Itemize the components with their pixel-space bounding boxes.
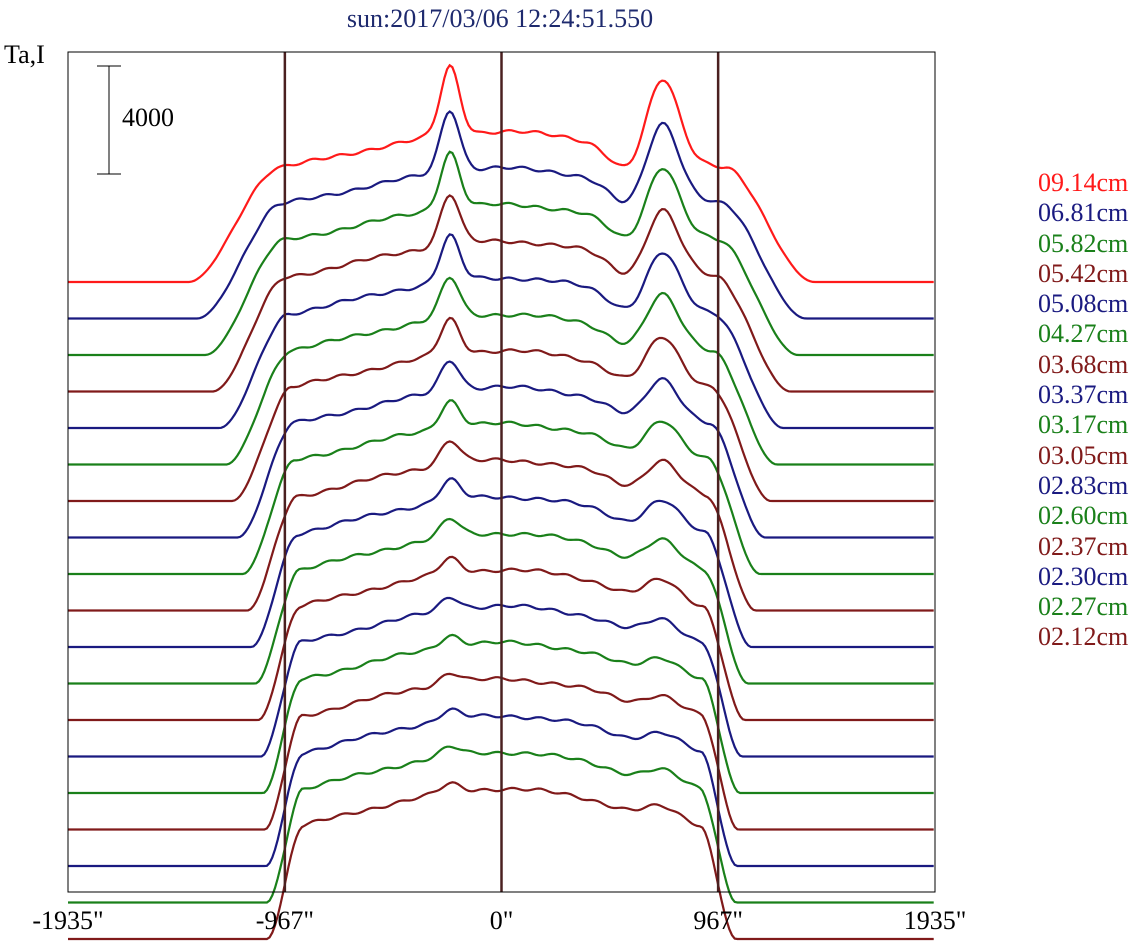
legend-item: 03.37cm [1038, 380, 1129, 410]
legend-item: 02.30cm [1038, 561, 1129, 591]
legend-item: 06.81cm [1038, 198, 1129, 228]
legend-item: 09.14cm [1038, 168, 1129, 197]
x-tick-label: -967" [255, 906, 314, 935]
legend-item: 05.82cm [1038, 228, 1129, 258]
legend-item: 05.42cm [1038, 258, 1129, 288]
x-tick-label: -1935" [32, 906, 104, 935]
x-tick-label: 0" [489, 906, 514, 935]
legend-item: 02.37cm [1038, 531, 1129, 561]
reference-lines [283, 52, 720, 892]
scale-bar [97, 65, 121, 175]
legend-item: 02.60cm [1038, 501, 1129, 531]
chart-title: sun:2017/03/06 12:24:51.550 [346, 4, 654, 33]
legend-item: 05.08cm [1038, 289, 1129, 319]
y-axis-label: Ta,I [4, 40, 45, 69]
legend-item: 02.27cm [1038, 592, 1129, 622]
x-tick-label: 967" [693, 906, 743, 935]
legend-item: 03.17cm [1038, 410, 1129, 440]
scale-bar-label: 4000 [122, 103, 174, 132]
plot-frame [67, 51, 936, 893]
x-tick-label: 1935" [903, 906, 967, 935]
legend-item: 03.68cm [1038, 349, 1129, 379]
legend: 09.14cm 06.81cm 05.82cm 05.42cm 05.08cm 04.27… [1038, 168, 1128, 653]
legend-item: 04.27cm [1038, 319, 1129, 349]
legend-item: 03.05cm [1038, 440, 1129, 470]
legend-item: 02.12cm [1038, 622, 1129, 652]
legend-item: 02.83cm [1038, 470, 1129, 500]
